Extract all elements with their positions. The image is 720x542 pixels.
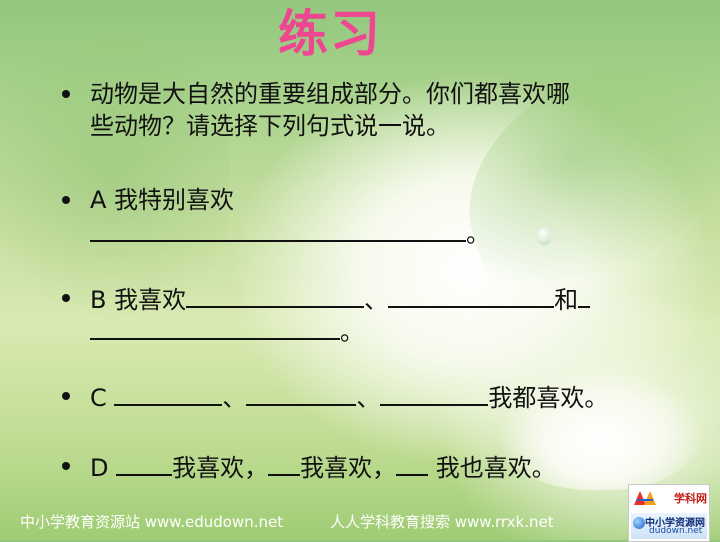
intro-line-2: 些动物？请选择下列句式说一说。 — [90, 112, 450, 140]
xuekewang-logo-icon — [634, 491, 656, 505]
item-a-label: A 我特别喜欢 — [90, 186, 235, 214]
item-a-period: 。 — [466, 220, 490, 248]
bullet-item-d: D 我喜欢， 我喜欢， 我也喜欢。 — [62, 450, 682, 482]
footer-site-right[interactable]: 人人学科教育搜索 www.rrxk.net — [330, 513, 554, 531]
site-logo[interactable]: 学科网 中小学资源网 dudown.net — [628, 484, 710, 542]
item-b-line-2: 。 — [90, 314, 364, 348]
item-b-separator-2: 和 — [554, 286, 579, 314]
answer-blank[interactable] — [388, 282, 555, 308]
logo-bottom-panel: 中小学资源网 dudown.net — [631, 513, 707, 539]
bullet-dot — [62, 462, 70, 470]
bullet-dot — [62, 196, 70, 204]
item-b-separator-1: 、 — [364, 286, 389, 314]
bullet-item-b: B 我喜欢 、 和 。 — [62, 282, 662, 346]
logo-bottom-label: 中小学资源网 — [645, 518, 705, 529]
item-b-line-1: B 我喜欢 、 和 — [90, 282, 591, 316]
item-b-period: 。 — [340, 318, 364, 346]
bullet-dot — [62, 294, 70, 302]
answer-blank[interactable] — [246, 380, 357, 406]
bullet-item-a: A 我特别喜欢 。 — [62, 184, 662, 248]
bullet-dot — [62, 90, 70, 98]
answer-blank[interactable] — [396, 450, 429, 476]
globe-icon — [633, 517, 645, 529]
answer-blank[interactable] — [380, 380, 489, 406]
item-d-tail: 我也喜欢。 — [428, 454, 556, 482]
answer-blank[interactable] — [116, 450, 173, 476]
slide-title: 练习 — [278, 5, 382, 63]
logo-top-label: 学科网 — [674, 492, 707, 505]
intro-line-1: 动物是大自然的重要组成部分。你们都喜欢哪 — [90, 80, 570, 108]
water-drop-image — [537, 227, 551, 245]
answer-blank[interactable] — [578, 282, 591, 308]
item-b-label: B 我喜欢 — [90, 286, 187, 314]
answer-blank[interactable] — [186, 282, 365, 308]
item-d-line: D 我喜欢， 我喜欢， 我也喜欢。 — [90, 450, 556, 484]
background-leaf-right — [436, 28, 720, 312]
bullet-item-c: C 、 、 我都喜欢。 — [62, 380, 682, 412]
bullet-dot — [62, 392, 70, 400]
bullet-item-intro: 动物是大自然的重要组成部分。你们都喜欢哪 些动物？请选择下列句式说一说。 — [62, 78, 662, 142]
item-a-answer-line: 。 — [90, 216, 490, 250]
logo-bottom-url: dudown.net — [649, 526, 703, 536]
answer-blank[interactable] — [90, 314, 340, 340]
lotus-flower-image — [500, 370, 700, 490]
item-d-part-1: 我喜欢， — [172, 454, 269, 482]
answer-blank[interactable] — [114, 380, 223, 406]
item-c-label: C — [90, 384, 107, 412]
background-leaf-left — [0, 20, 230, 320]
item-d-part-2: 我喜欢， — [300, 454, 397, 482]
item-c-tail: 我都喜欢。 — [488, 384, 609, 412]
item-c-line: C 、 、 我都喜欢。 — [90, 380, 608, 414]
footer-site-left[interactable]: 中小学教育资源站 www.edudown.net — [20, 513, 284, 531]
answer-blank[interactable] — [268, 450, 301, 476]
item-d-label: D — [90, 454, 109, 482]
item-c-separator-1: 、 — [222, 384, 247, 412]
answer-blank[interactable] — [90, 216, 466, 242]
item-c-separator-2: 、 — [356, 384, 381, 412]
